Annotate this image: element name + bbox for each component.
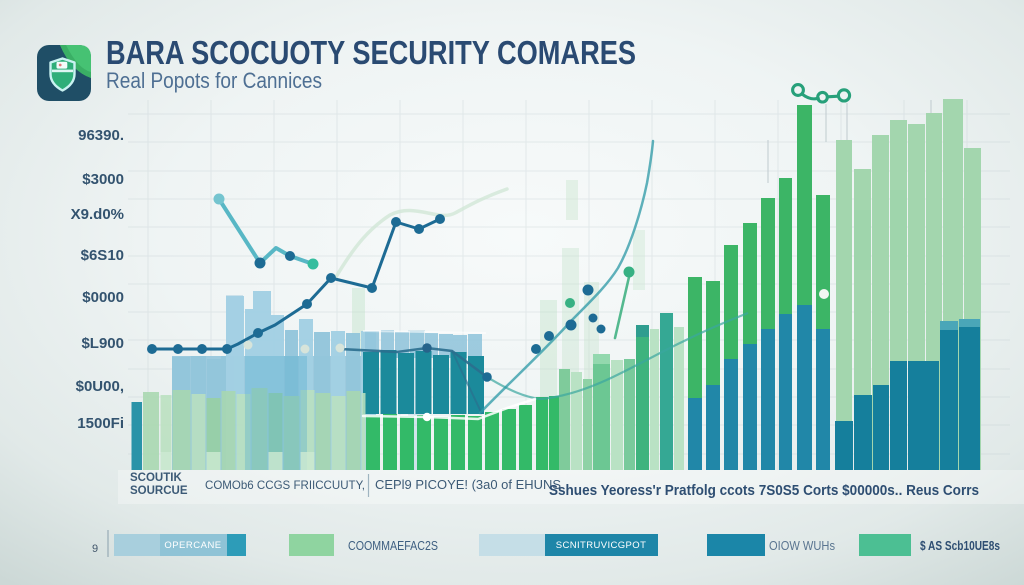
svg-text:SCNITRUVICGPOT: SCNITRUVICGPOT: [556, 540, 647, 551]
svg-text:SOURCUE: SOURCUE: [130, 485, 188, 497]
svg-text:$ AS Scb10UE8s: $ AS Scb10UE8s: [920, 538, 1000, 553]
svg-text:$3000: $3000: [82, 171, 124, 188]
svg-text:X9.d0%: X9.d0%: [71, 206, 124, 223]
svg-text:96390.: 96390.: [78, 127, 124, 144]
svg-text:1500Fi: 1500Fi: [77, 415, 124, 432]
svg-text:$L900: $L900: [81, 335, 124, 352]
svg-text:CEPl9 PICOYE! (3a0 of EHUNS: CEPl9 PICOYE! (3a0 of EHUNS: [375, 478, 561, 492]
svg-text:COOMMAEFAC2S: COOMMAEFAC2S: [348, 539, 438, 553]
svg-text:OPERCANE: OPERCANE: [164, 540, 221, 551]
svg-text:SCOUTIK: SCOUTIK: [130, 472, 182, 484]
svg-text:COMOb6 CCGS FRIICCUUTY,: COMOb6 CCGS FRIICCUUTY,: [205, 478, 365, 492]
svg-text:BARA SCOCUOTY SECURITY COMARE: BARA SCOCUOTY SECURITY COMARES: [106, 34, 636, 71]
svg-text:Real Popots for Cannices: Real Popots for Cannices: [106, 68, 322, 93]
svg-text:$0U00,: $0U00,: [76, 378, 124, 395]
svg-text:9: 9: [92, 543, 98, 555]
svg-text:$0000: $0000: [82, 289, 124, 306]
svg-text:OIOW WUHs: OIOW WUHs: [769, 539, 835, 553]
svg-text:Sshues Yeoress'r Pratfolg cco: Sshues Yeoress'r Pratfolg ccots 7S0S5 Co…: [549, 482, 979, 499]
svg-text:$6S10: $6S10: [81, 247, 124, 264]
